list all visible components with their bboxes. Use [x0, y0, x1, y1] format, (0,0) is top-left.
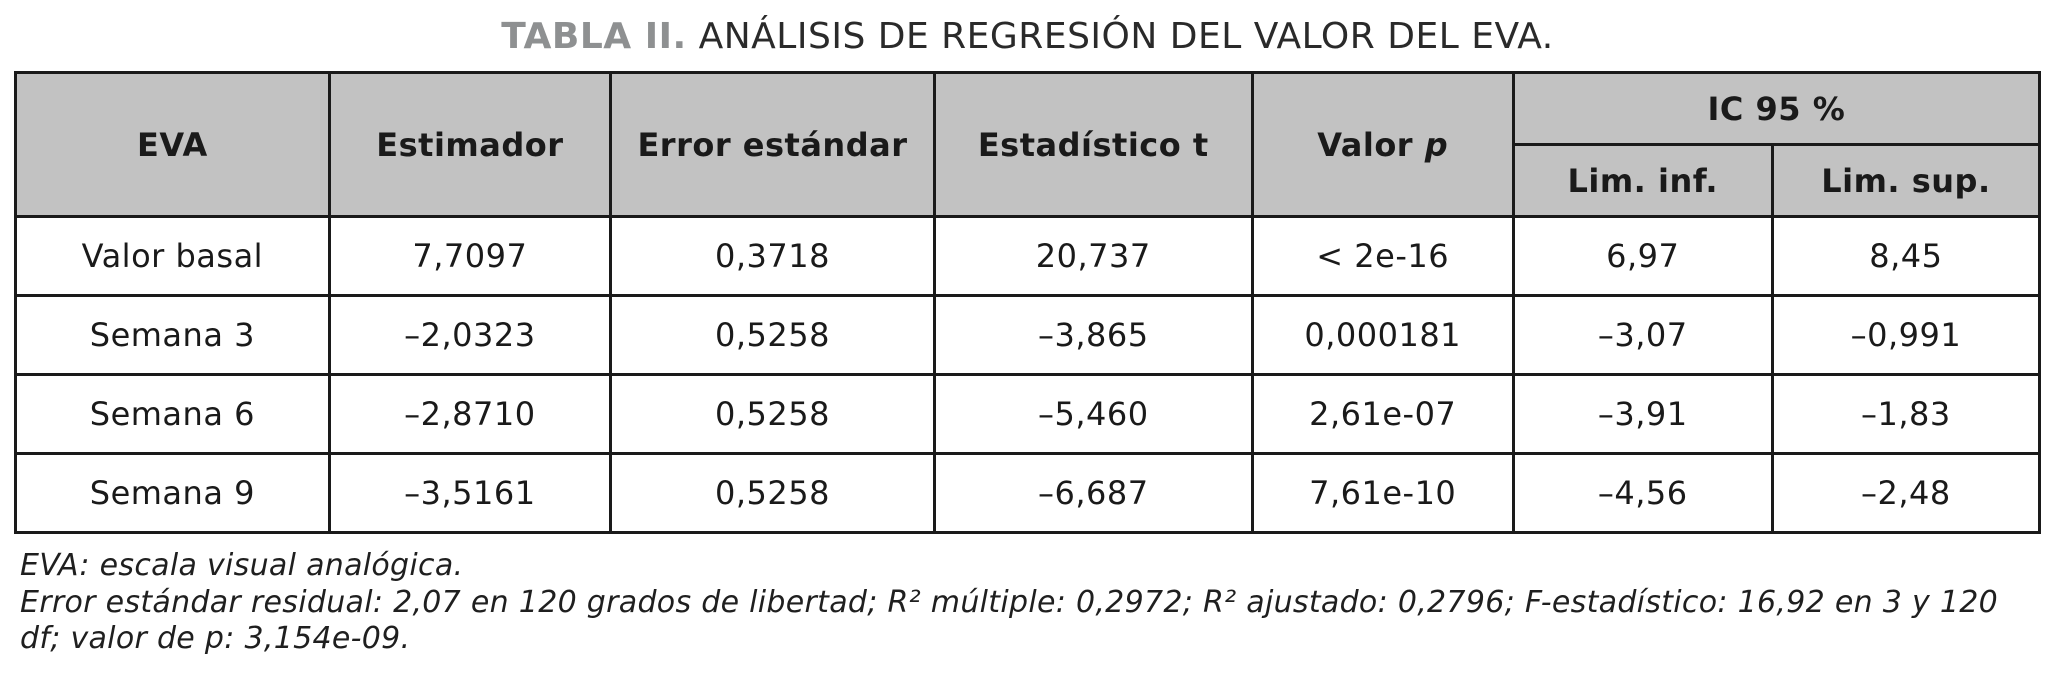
table-cell: –3,865 — [932, 294, 1254, 376]
table-cell: Semana 6 — [14, 373, 331, 455]
table-cell: < 2e-16 — [1250, 215, 1515, 297]
table-cell: –0,991 — [1770, 294, 2042, 376]
table-cell: –3,91 — [1511, 373, 1774, 455]
footnote-eva-definition: EVA: escala visual analógica. — [20, 548, 464, 583]
valor-p-prefix: Valor — [1317, 125, 1425, 164]
table-cell: –5,460 — [932, 373, 1254, 455]
table-cell: –2,8710 — [327, 373, 613, 455]
table-cell: –3,5161 — [327, 452, 613, 534]
table-cell: –3,07 — [1511, 294, 1774, 376]
table-number-label: TABLA II. — [501, 16, 687, 57]
table-cell: –1,83 — [1770, 373, 2042, 455]
header-row-sub: Lim. inf. Lim. sup. — [16, 143, 2042, 218]
header-cell-valor-p: Valor p — [1250, 71, 1515, 218]
footnotes: EVA: escala visual analógica. Error está… — [14, 534, 2041, 658]
table-row-semana-3: Semana 3 –2,0323 0,5258 –3,865 0,000181 … — [14, 294, 2042, 376]
header-cell-error-estandar: Error estándar — [609, 71, 936, 218]
table-block: TABLA II. ANÁLISIS DE REGRESIÓN DEL VALO… — [14, 10, 2042, 658]
table-cell: 2,61e-07 — [1250, 373, 1515, 455]
table-row-semana-9: Semana 9 –3,5161 0,5258 –6,687 7,61e-10 … — [14, 452, 2042, 534]
header-cell-lim-sup: Lim. sup. — [1770, 143, 2042, 218]
valor-p-symbol: p — [1424, 125, 1449, 164]
header-cell-eva: EVA — [14, 71, 331, 218]
table-title-text: ANÁLISIS DE REGRESIÓN DEL VALOR DEL EVA. — [686, 16, 1554, 57]
table-cell: 7,7097 — [327, 215, 613, 297]
page-title: TABLA II. ANÁLISIS DE REGRESIÓN DEL VALO… — [14, 10, 2041, 71]
table-cell: –2,0323 — [327, 294, 613, 376]
table-cell: –4,56 — [1511, 452, 1774, 534]
table-cell: 7,61e-10 — [1250, 452, 1515, 534]
header-cell-ic95: IC 95 % — [1511, 71, 2042, 146]
table-cell: 0,5258 — [609, 452, 936, 534]
header-row-top: EVA Estimador Error estándar Estadístico… — [14, 71, 2042, 218]
table-cell: Semana 9 — [14, 452, 331, 534]
regression-table: EVA Estimador Error estándar Estadístico… — [14, 71, 2042, 534]
table-body: Valor basal 7,7097 0,3718 20,737 < 2e-16… — [14, 215, 2042, 534]
footnote-regression-stats: Error estándar residual: 2,07 en 120 gra… — [20, 584, 1999, 657]
table-cell: –6,687 — [932, 452, 1254, 534]
table-cell: 8,45 — [1770, 215, 2042, 297]
table-cell: 6,97 — [1511, 215, 1774, 297]
header-cell-estimador: Estimador — [327, 71, 613, 218]
table-cell: 0,000181 — [1250, 294, 1515, 376]
table-row-semana-6: Semana 6 –2,8710 0,5258 –5,460 2,61e-07 … — [14, 373, 2042, 455]
table-cell: 0,3718 — [609, 215, 936, 297]
table-cell: –2,48 — [1770, 452, 2042, 534]
table-header: EVA Estimador Error estándar Estadístico… — [14, 71, 2042, 218]
table-cell: 20,737 — [932, 215, 1254, 297]
table-cell: Valor basal — [14, 215, 331, 297]
table-row-valor-basal: Valor basal 7,7097 0,3718 20,737 < 2e-16… — [14, 215, 2042, 297]
table-cell: 0,5258 — [609, 294, 936, 376]
table-cell: 0,5258 — [609, 373, 936, 455]
table-cell: Semana 3 — [14, 294, 331, 376]
header-cell-lim-inf: Lim. inf. — [1511, 143, 1774, 218]
header-cell-estadistico-t: Estadístico t — [932, 71, 1254, 218]
